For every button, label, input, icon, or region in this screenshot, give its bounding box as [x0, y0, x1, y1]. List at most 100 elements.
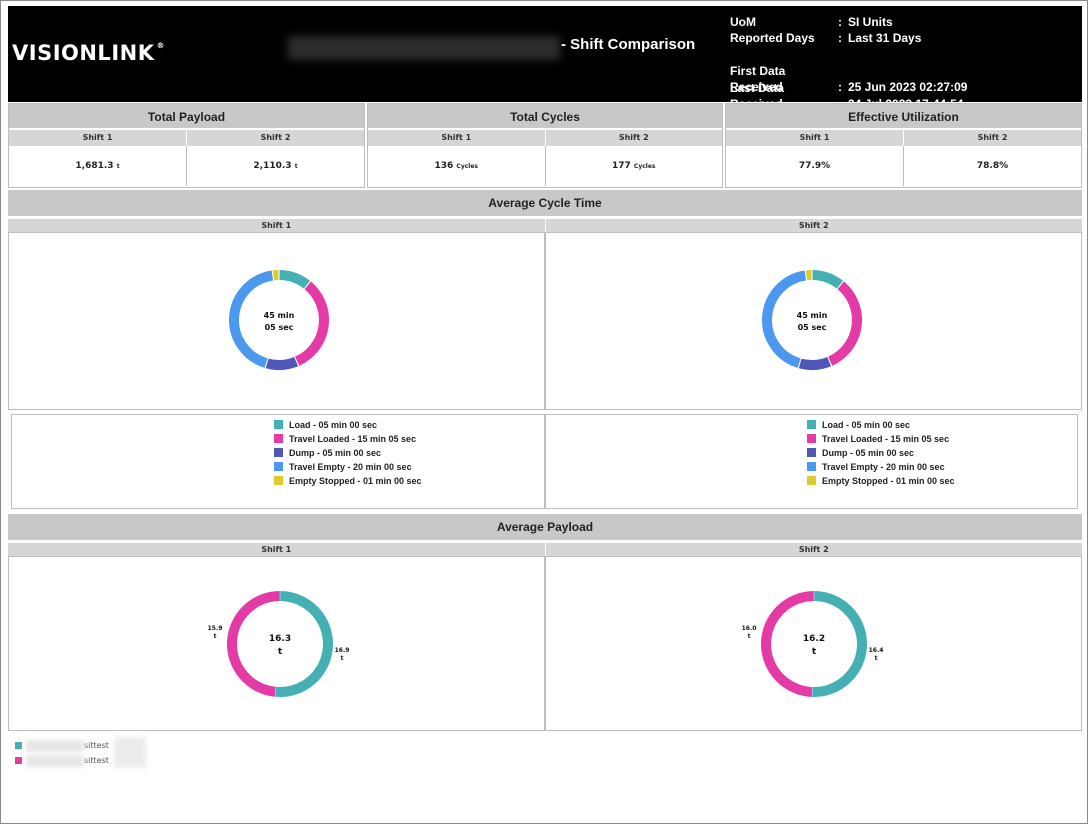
- slice-label-unit: t: [214, 633, 217, 640]
- meta-value: SI Units: [848, 15, 893, 29]
- kpi-shift-label: Shift 1: [82, 133, 113, 142]
- slice-label-value: 15.9: [208, 625, 223, 632]
- legend-swatch: [15, 757, 22, 764]
- redacted-name: [26, 739, 84, 752]
- legend-swatch: [807, 448, 816, 457]
- donut-slice-series-1: [275, 591, 333, 697]
- kpi-shift-label: Shift 2: [544, 130, 723, 146]
- legend-item-load: Load - 05 min 00 sec: [274, 418, 422, 432]
- donut-slice-series-1: [812, 591, 867, 697]
- legend-swatch: [274, 448, 283, 457]
- legend-swatch: [274, 476, 283, 485]
- donut-center-value: 16.3: [269, 634, 291, 644]
- legend-item-empty-stopped: Empty Stopped - 01 min 00 sec: [807, 474, 955, 488]
- slice-label-unit: t: [341, 655, 344, 662]
- shift-label: Shift 2: [544, 543, 1083, 556]
- cycle-donut-shift2: 45 min 05 sec: [762, 270, 862, 370]
- kpi-shift-label: Shift 1: [799, 133, 830, 142]
- donut-center-unit: t: [812, 647, 817, 657]
- donut-center-unit: t: [278, 647, 283, 657]
- cycle-shift-header: Shift 1 Shift 2: [8, 218, 1082, 232]
- shift-label: Shift 1: [261, 545, 292, 554]
- donut-slice-travel-empty: [762, 270, 807, 368]
- meta-key: UoM: [730, 15, 756, 29]
- legend-label: sittest: [84, 741, 109, 750]
- legend-swatch: [807, 462, 816, 471]
- meta-key: First Data Received: [730, 64, 786, 94]
- kpi-title: Total Cycles: [368, 104, 722, 130]
- donut-slice-load: [279, 270, 311, 289]
- cycle-donut-shift1: 45 min 05 sec: [229, 270, 329, 370]
- payload-chart-panel-shift1: [8, 556, 545, 731]
- section-average-cycle-time: Average Cycle Time: [8, 190, 1082, 216]
- kpi-title: Total Payload: [9, 104, 364, 130]
- legend-swatch: [807, 420, 816, 429]
- kpi-total-cycles: Total Cycles Shift 1 Shift 2 136 Cycles 1…: [367, 103, 723, 188]
- donut-center-minutes: 45 min: [264, 311, 295, 320]
- donut-center-seconds: 05 sec: [265, 323, 294, 332]
- legend-item-travel-empty: Travel Empty - 20 min 00 sec: [807, 460, 955, 474]
- donut-slice-dump: [798, 356, 832, 370]
- shift-label: Shift 2: [544, 219, 1083, 232]
- legend-label: sittest: [84, 756, 109, 765]
- visionlink-logo: VISIONLINK ®: [12, 41, 165, 65]
- redacted-suffix: [114, 737, 146, 768]
- donut-center-seconds: 05 sec: [798, 323, 827, 332]
- legend-item-travel-loaded: Travel Loaded - 15 min 05 sec: [274, 432, 422, 446]
- legend-swatch: [807, 476, 816, 485]
- meta-uom: UoM: SI Units: [730, 15, 893, 29]
- donut-slice-travel-loaded: [294, 281, 329, 366]
- slice-label-unit: t: [748, 633, 751, 640]
- report-header: VISIONLINK ® - Shift Comparison UoM: SI Un…: [8, 6, 1082, 111]
- kpi-value: 136 Cycles: [434, 161, 478, 171]
- meta-value: Last 31 Days: [848, 31, 922, 45]
- kpi-value: 1,681.3 t: [75, 161, 120, 171]
- payload-legend-item: sittest: [15, 753, 109, 768]
- donut-slice-travel-empty: [229, 270, 274, 368]
- donut-slice-dump: [265, 356, 299, 370]
- payload-legend-item: sittest: [15, 738, 109, 753]
- kpi-shift-label: Shift 2: [186, 130, 364, 146]
- kpi-total-payload: Total Payload Shift 1 Shift 2 1,681.3 t 2…: [8, 103, 365, 188]
- kpi-effective-utilization: Effective Utilization Shift 1 Shift 2 77.…: [725, 103, 1082, 188]
- meta-key: Reported Days: [730, 31, 815, 45]
- logo-mark: ®: [156, 41, 165, 50]
- shift-label: Shift 1: [261, 221, 292, 230]
- report-title: - Shift Comparison: [561, 36, 696, 53]
- meta-reported-days: Reported Days: Last 31 Days: [730, 31, 922, 45]
- legend-swatch: [274, 420, 283, 429]
- kpi-value: 78.8%: [903, 146, 1081, 186]
- legend-item-load: Load - 05 min 00 sec: [807, 418, 955, 432]
- payload-legend: sittest sittest: [15, 738, 109, 768]
- slice-label-unit: t: [875, 655, 878, 662]
- donut-center-value: 16.2: [803, 634, 825, 644]
- cycle-legend-shift1: Load - 05 min 00 sec Travel Loaded - 15 …: [274, 418, 422, 488]
- kpi-shift-label: Shift 2: [903, 130, 1081, 146]
- legend-item-travel-empty: Travel Empty - 20 min 00 sec: [274, 460, 422, 474]
- cycle-legend-shift2: Load - 05 min 00 sec Travel Loaded - 15 …: [807, 418, 955, 488]
- donut-slice-travel-loaded: [827, 281, 862, 366]
- donut-slice-series-2: [761, 591, 814, 697]
- legend-swatch: [807, 434, 816, 443]
- slice-label-value: 16.4: [869, 647, 884, 654]
- redacted-asset-name: [288, 36, 560, 60]
- kpi-title: Effective Utilization: [726, 104, 1081, 130]
- cycle-chart-panel-shift2: [545, 232, 1082, 410]
- cycle-legend-panel-shift1: [11, 414, 545, 509]
- cycle-legend-panel-shift2: [545, 414, 1078, 509]
- donut-slice-load: [812, 270, 844, 289]
- payload-shift-header: Shift 1 Shift 2: [8, 542, 1082, 556]
- kpi-shift-label: Shift 1: [441, 133, 472, 142]
- kpi-value: 2,110.3 t: [186, 146, 364, 186]
- donut-slice-series-2: [227, 591, 280, 697]
- kpi-value: 177 Cycles: [544, 146, 723, 186]
- section-average-payload: Average Payload: [8, 514, 1082, 540]
- legend-item-dump: Dump - 05 min 00 sec: [274, 446, 422, 460]
- meta-value: 25 Jun 2023 02:27:09: [848, 80, 968, 94]
- slice-label-value: 16.9: [335, 647, 350, 654]
- logo-text: VISIONLINK: [12, 41, 155, 65]
- slice-label-value: 16.0: [742, 625, 757, 632]
- cycle-chart-panel-shift1: [8, 232, 545, 410]
